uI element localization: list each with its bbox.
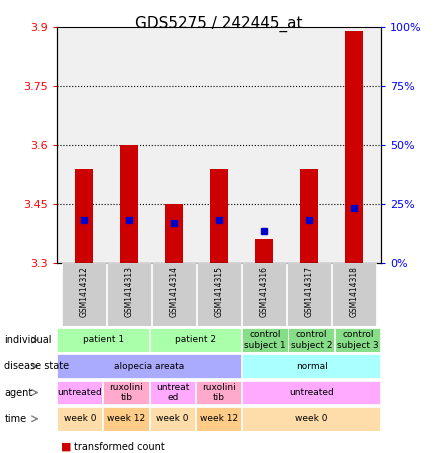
FancyBboxPatch shape	[57, 328, 148, 352]
FancyBboxPatch shape	[242, 328, 287, 352]
Text: GDS5275 / 242445_at: GDS5275 / 242445_at	[135, 16, 303, 32]
Bar	[75, 169, 93, 263]
Bar	[210, 169, 228, 263]
Bar	[120, 145, 138, 263]
FancyBboxPatch shape	[152, 263, 196, 326]
FancyBboxPatch shape	[196, 407, 241, 431]
FancyBboxPatch shape	[335, 328, 380, 352]
Text: ruxolini
tib: ruxolini tib	[110, 383, 143, 402]
FancyBboxPatch shape	[242, 407, 380, 431]
Text: ruxolini
tib: ruxolini tib	[202, 383, 236, 402]
FancyBboxPatch shape	[242, 381, 380, 405]
FancyBboxPatch shape	[196, 381, 241, 405]
FancyBboxPatch shape	[287, 263, 331, 326]
Text: alopecia areata: alopecia areata	[114, 362, 185, 371]
Text: control
subject 3: control subject 3	[337, 330, 379, 350]
Text: GSM1414312: GSM1414312	[79, 266, 88, 317]
Text: control
subject 2: control subject 2	[291, 330, 332, 350]
Bar	[300, 169, 318, 263]
Text: week 0: week 0	[64, 414, 96, 423]
FancyBboxPatch shape	[149, 407, 195, 431]
Text: week 0: week 0	[156, 414, 189, 423]
FancyBboxPatch shape	[332, 263, 376, 326]
Text: untreat
ed: untreat ed	[156, 383, 189, 402]
Bar	[255, 239, 273, 263]
Text: disease state: disease state	[4, 361, 70, 371]
Text: control
subject 1: control subject 1	[244, 330, 286, 350]
Text: patient 2: patient 2	[175, 336, 216, 344]
Text: GSM1414316: GSM1414316	[260, 266, 268, 317]
FancyBboxPatch shape	[149, 328, 241, 352]
Text: GSM1414318: GSM1414318	[350, 266, 359, 317]
FancyBboxPatch shape	[57, 381, 102, 405]
Text: week 12: week 12	[107, 414, 145, 423]
Text: individual: individual	[4, 335, 52, 345]
Text: GSM1414313: GSM1414313	[124, 266, 134, 317]
Text: GSM1414314: GSM1414314	[170, 266, 178, 317]
Text: week 12: week 12	[200, 414, 238, 423]
Text: untreated: untreated	[58, 388, 102, 397]
Text: untreated: untreated	[289, 388, 334, 397]
FancyBboxPatch shape	[242, 263, 286, 326]
Bar	[165, 204, 183, 263]
Text: transformed count: transformed count	[74, 442, 165, 452]
Bar	[345, 31, 363, 263]
FancyBboxPatch shape	[289, 328, 334, 352]
FancyBboxPatch shape	[62, 263, 106, 326]
FancyBboxPatch shape	[57, 407, 102, 431]
FancyBboxPatch shape	[107, 263, 151, 326]
Text: patient 1: patient 1	[83, 336, 124, 344]
Text: normal: normal	[296, 362, 328, 371]
FancyBboxPatch shape	[242, 354, 380, 378]
Text: ■: ■	[61, 442, 72, 452]
FancyBboxPatch shape	[198, 263, 240, 326]
FancyBboxPatch shape	[103, 407, 148, 431]
Text: week 0: week 0	[295, 414, 328, 423]
FancyBboxPatch shape	[57, 354, 241, 378]
Text: agent: agent	[4, 387, 32, 398]
Text: GSM1414317: GSM1414317	[304, 266, 314, 317]
Text: GSM1414315: GSM1414315	[215, 266, 223, 317]
FancyBboxPatch shape	[103, 381, 148, 405]
FancyBboxPatch shape	[149, 381, 195, 405]
Text: time: time	[4, 414, 27, 424]
